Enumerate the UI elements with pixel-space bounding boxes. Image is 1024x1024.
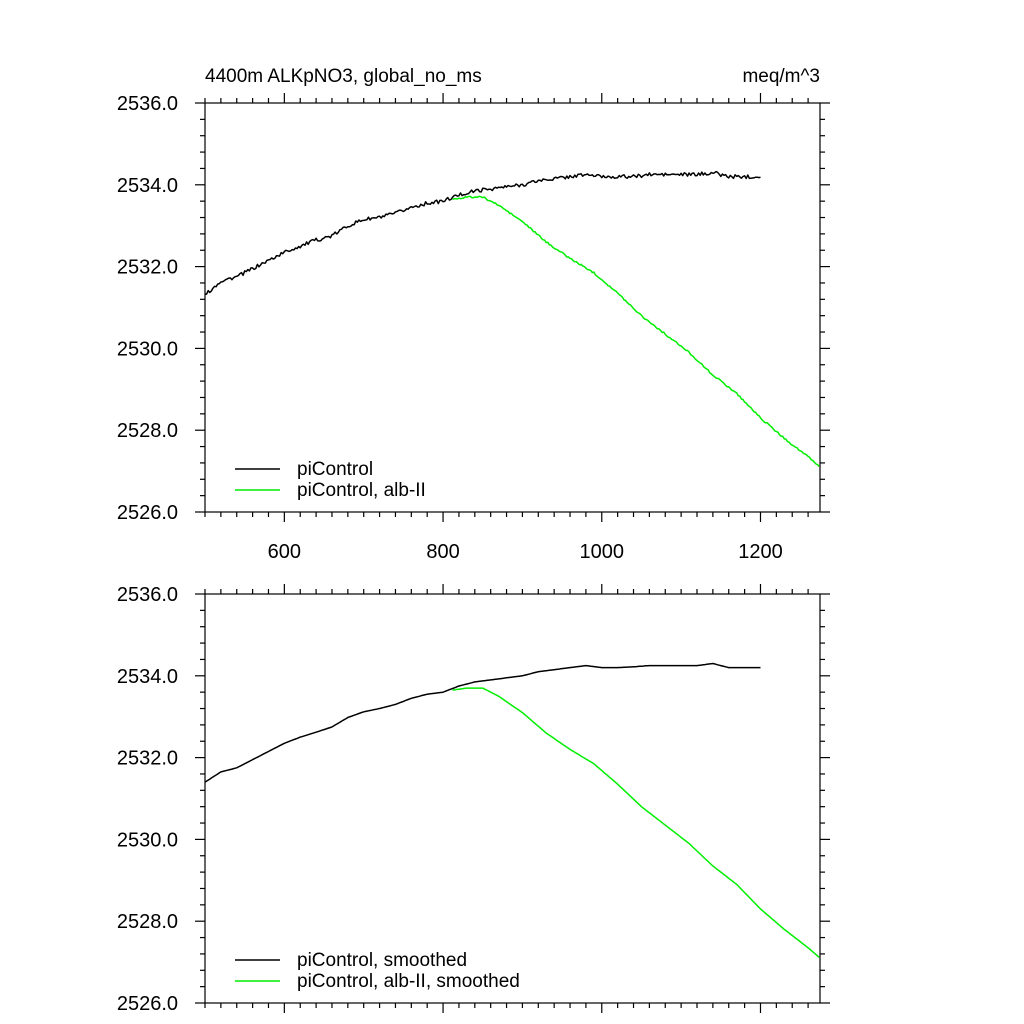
bottom-panel: 2526.0 2528.0 2530.0 2532.0 2534.0 2536.0 piCo… [117,584,830,1015]
y-tick-label: 2528.0 [117,911,178,933]
title-right: meq/m^3 [742,66,820,87]
y-tick-label: 2534.0 [117,175,178,197]
series-line-0 [204,170,761,296]
x-tick-label: 1200 [738,541,783,563]
y-tick-label: 2536.0 [117,93,178,115]
legend-label: piControl, alb-II, smoothed [297,971,520,992]
series-line-1 [452,195,820,467]
series-line-1 [452,687,820,958]
y-tick-label: 2526.0 [117,502,178,524]
legend-label: piControl, smoothed [297,950,467,971]
y-tick-label: 2532.0 [117,257,178,279]
y-tick-label: 2534.0 [117,666,178,688]
title-left: 4400m ALKpNO3, global_no_ms [205,66,482,87]
plot-frame [204,102,821,513]
x-tick-label: 1000 [580,541,625,563]
plot-frame [204,593,821,1004]
legend-label: piControl, alb-II [297,480,426,501]
y-tick-label: 2526.0 [117,993,178,1015]
y-tick-label: 2528.0 [117,420,178,442]
y-tick-label: 2536.0 [117,584,178,606]
legend-label: piControl [297,459,373,480]
top-panel: 4400m ALKpNO3, global_no_ms meq/m^3 600 8… [117,66,830,563]
series-line-0 [204,662,761,783]
y-tick-label: 2532.0 [117,748,178,770]
y-tick-label: 2530.0 [117,338,178,360]
x-tick-label: 800 [426,541,459,563]
y-tick-label: 2530.0 [117,829,178,851]
x-tick-label: 600 [268,541,301,563]
